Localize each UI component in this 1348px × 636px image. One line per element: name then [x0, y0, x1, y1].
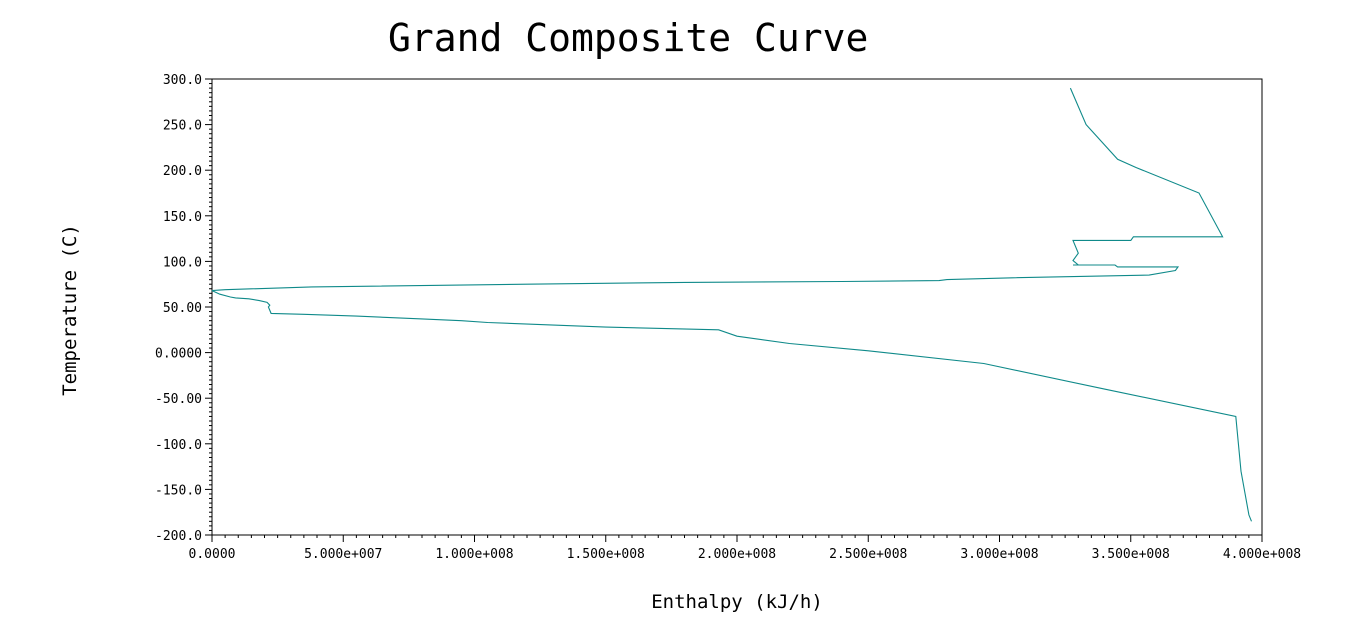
x-tick-label: 1.000e+008 [435, 547, 513, 562]
y-tick-label: 200.0 [163, 164, 202, 179]
tick-labels: 0.0000 5.000e+007 1.000e+008 1.500e+008 2.00… [155, 73, 1301, 562]
y-tick-label: 150.0 [163, 210, 202, 225]
y-tick-label: -200.0 [155, 529, 202, 544]
major-ticks [205, 78, 1263, 542]
x-tick-label: 4.000e+008 [1223, 547, 1301, 562]
y-tick-label: 50.00 [163, 301, 202, 316]
y-tick-label: -100.0 [155, 438, 202, 453]
x-tick-label: 3.000e+008 [960, 547, 1038, 562]
y-tick-label: 0.0000 [155, 347, 202, 362]
x-tick-label: 2.000e+008 [698, 547, 776, 562]
y-tick-label: -50.00 [155, 392, 202, 407]
series-line [211, 87, 1253, 522]
x-tick-label: 1.500e+008 [567, 547, 645, 562]
y-tick-label: -150.0 [155, 483, 202, 498]
y-tick-label: 100.0 [163, 255, 202, 270]
x-axis-title: Enthalpy (kJ/h) [651, 591, 823, 613]
plot-frame [211, 78, 1263, 536]
y-tick-label: 250.0 [163, 119, 202, 134]
chart-title: Grand Composite Curve [388, 16, 869, 60]
x-tick-label: 3.500e+008 [1092, 547, 1170, 562]
y-axis-title: Temperature (C) [59, 224, 81, 396]
y-tick-label: 300.0 [163, 73, 202, 88]
x-tick-label: 0.0000 [189, 547, 236, 562]
x-tick-label: 2.500e+008 [829, 547, 907, 562]
minor-ticks [209, 83, 1250, 538]
x-tick-label: 5.000e+007 [304, 547, 382, 562]
